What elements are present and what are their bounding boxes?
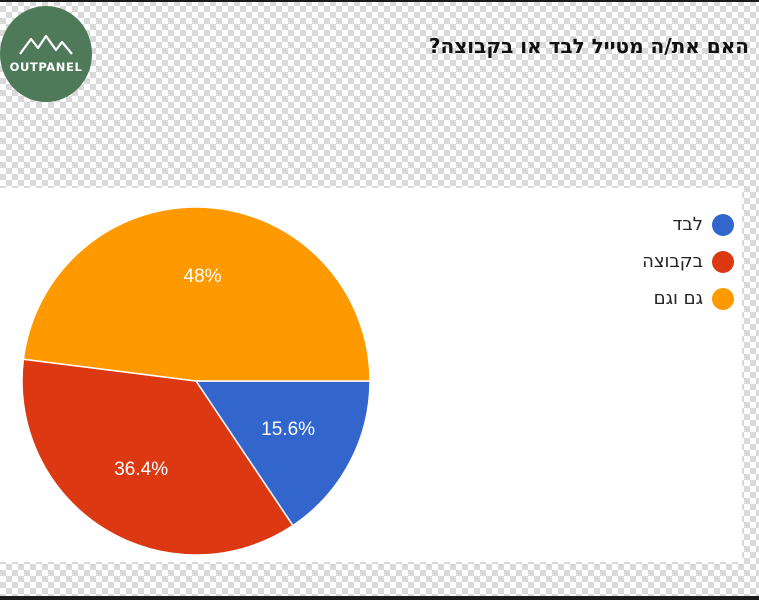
pie-slice [194, 380, 371, 527]
slice-value-label: 36.4% [114, 459, 168, 480]
question-title: האם את/ה מטייל לבד או בקבוצה? [428, 34, 749, 58]
legend-swatch [712, 213, 734, 236]
outpanel-logo: OUTPANEL [0, 6, 92, 102]
logo-text: OUTPANEL [9, 60, 83, 74]
pie-chart: 15.6% 36.4% 48% [21, 206, 371, 556]
legend-item: לבד [642, 206, 734, 243]
legend-label: בקבוצה [642, 251, 703, 272]
pie-slice [21, 358, 294, 556]
mountains-icon [19, 34, 73, 55]
legend-label: לבד [672, 214, 703, 235]
legend-item: גם וגם [642, 280, 734, 317]
pie-slice [22, 206, 371, 382]
legend-label: גם וגם [653, 288, 703, 309]
legend-item: בקבוצה [642, 243, 734, 280]
chart-legend: לבד בקבוצה גם וגם [642, 206, 734, 317]
top-border [0, 0, 759, 2]
chart-panel: 15.6% 36.4% 48% לבד בקבוצה גם וגם [0, 188, 742, 562]
legend-swatch [712, 287, 734, 310]
bottom-border [0, 596, 759, 600]
legend-swatch [712, 250, 734, 273]
slice-value-label: 48% [184, 266, 222, 287]
slice-value-label: 15.6% [261, 419, 315, 440]
